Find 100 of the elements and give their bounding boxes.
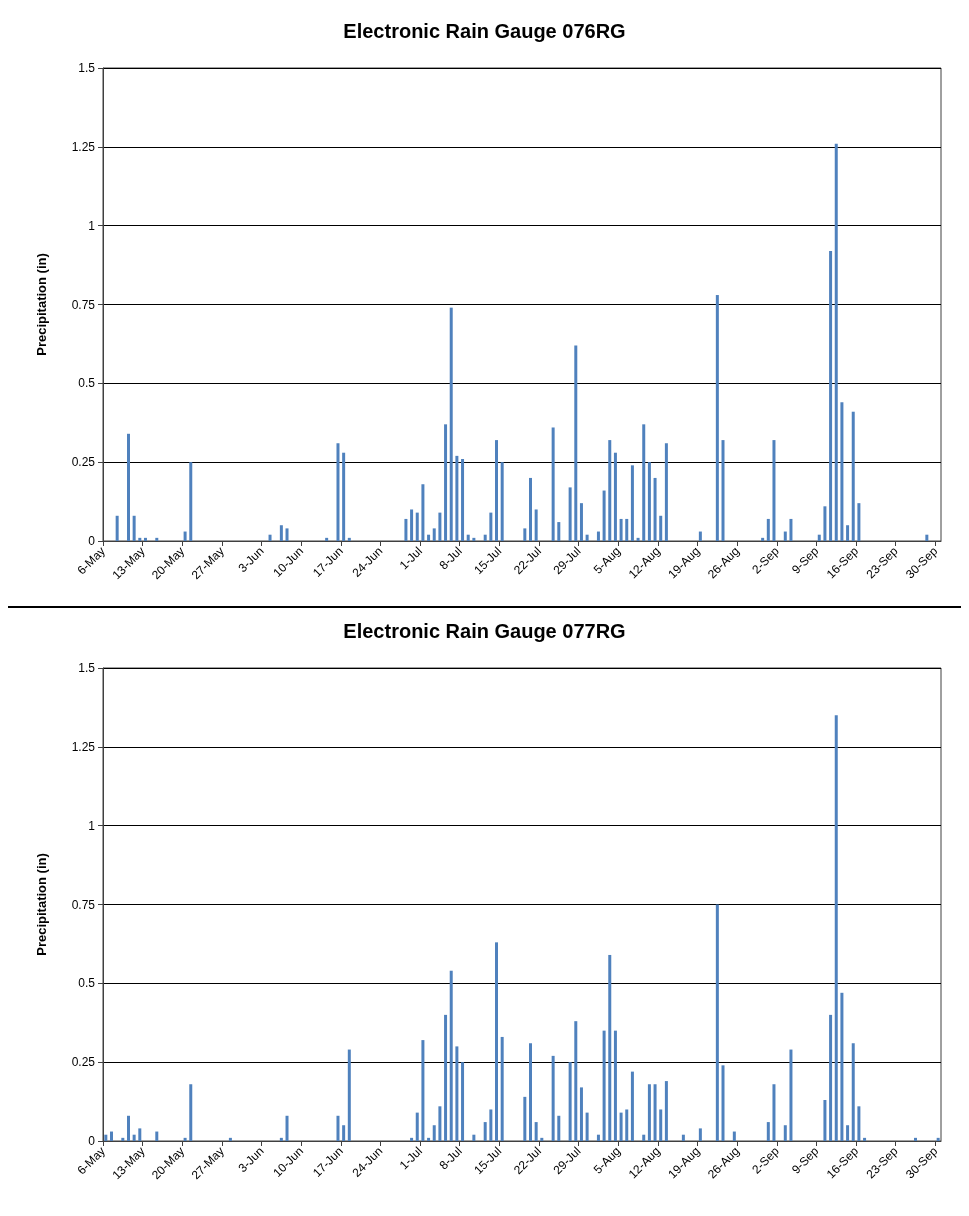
y-tick-label: 0 (88, 534, 96, 548)
y-tick-label: 0.25 (71, 1055, 96, 1070)
bar (579, 503, 583, 541)
bar (528, 1043, 532, 1141)
bar (347, 1049, 351, 1141)
bar (659, 1109, 663, 1141)
chart-title: Electronic Rain Gauge 076RG (343, 20, 626, 42)
bar (523, 1096, 527, 1141)
bar (483, 534, 487, 541)
bar (183, 531, 187, 541)
bar (834, 143, 838, 541)
y-tick-label: 0.25 (71, 455, 96, 470)
bar (664, 1081, 668, 1141)
bar (410, 1137, 414, 1141)
bar (851, 411, 855, 541)
bar (789, 1049, 793, 1141)
bar (823, 506, 827, 541)
y-axis-title: Precipitation (in) (34, 253, 49, 356)
bar (925, 534, 929, 541)
bar (829, 250, 833, 541)
bar (455, 1046, 459, 1141)
bar (461, 459, 465, 541)
bar (613, 1030, 617, 1141)
bar (466, 534, 470, 541)
bar (483, 1122, 487, 1141)
bar (421, 1040, 425, 1141)
bar (438, 512, 442, 541)
bar (642, 1134, 646, 1141)
bar (449, 307, 453, 541)
bar (495, 440, 499, 541)
bar (228, 1137, 232, 1141)
bar (557, 522, 561, 541)
bar (647, 1084, 651, 1141)
bar (500, 1036, 504, 1141)
bar (664, 443, 668, 541)
bar (596, 531, 600, 541)
bar (936, 1137, 940, 1141)
bar (432, 528, 436, 541)
bar (761, 537, 765, 541)
bar (438, 1106, 442, 1141)
bar (500, 462, 504, 541)
bar (619, 518, 623, 541)
bar (863, 1137, 867, 1141)
bar (721, 440, 725, 541)
bar (455, 455, 459, 541)
bar (772, 440, 776, 541)
bar (857, 503, 861, 541)
bar (126, 1115, 130, 1141)
bar (766, 518, 770, 541)
bar (823, 1100, 827, 1141)
y-tick-label: 1.5 (78, 61, 96, 75)
bar (449, 970, 453, 1141)
bar (653, 1084, 657, 1141)
bar (625, 1109, 629, 1141)
bar (540, 1137, 544, 1141)
bar (155, 1131, 159, 1141)
bar (432, 1125, 436, 1141)
bar (461, 1062, 465, 1141)
bar (602, 490, 606, 541)
bar (132, 1134, 136, 1141)
bar (279, 1137, 283, 1141)
bar (557, 1115, 561, 1141)
bar (681, 1134, 685, 1141)
bar (404, 518, 408, 541)
y-tick-label: 1 (88, 218, 96, 233)
bar (268, 534, 272, 541)
bar (574, 345, 578, 541)
bar (698, 531, 702, 541)
bar (472, 537, 476, 541)
bar (647, 462, 651, 541)
bar (285, 528, 289, 541)
bar (126, 433, 130, 541)
bar (421, 484, 425, 541)
bar (851, 1043, 855, 1141)
bar (698, 1128, 702, 1141)
bar (642, 424, 646, 541)
bar (783, 1125, 787, 1141)
bar (602, 1030, 606, 1141)
bar (715, 295, 719, 541)
bar (336, 443, 340, 541)
bar (336, 1115, 340, 1141)
bar (534, 509, 538, 541)
bar (132, 515, 136, 541)
y-tick-label: 0.5 (78, 376, 96, 391)
bar (551, 1055, 555, 1141)
bar (489, 1109, 493, 1141)
bar (914, 1137, 918, 1141)
bar (630, 1071, 634, 1141)
bar (115, 515, 119, 541)
bar (857, 1106, 861, 1141)
y-tick-label: 0.75 (71, 897, 96, 912)
chart-title: Electronic Rain Gauge 077RG (343, 620, 626, 642)
bar (285, 1115, 289, 1141)
bar (109, 1131, 113, 1141)
bar (619, 1112, 623, 1141)
bar (766, 1122, 770, 1141)
bar (568, 1062, 572, 1141)
bar (846, 525, 850, 541)
bar (585, 534, 589, 541)
bar (613, 452, 617, 541)
